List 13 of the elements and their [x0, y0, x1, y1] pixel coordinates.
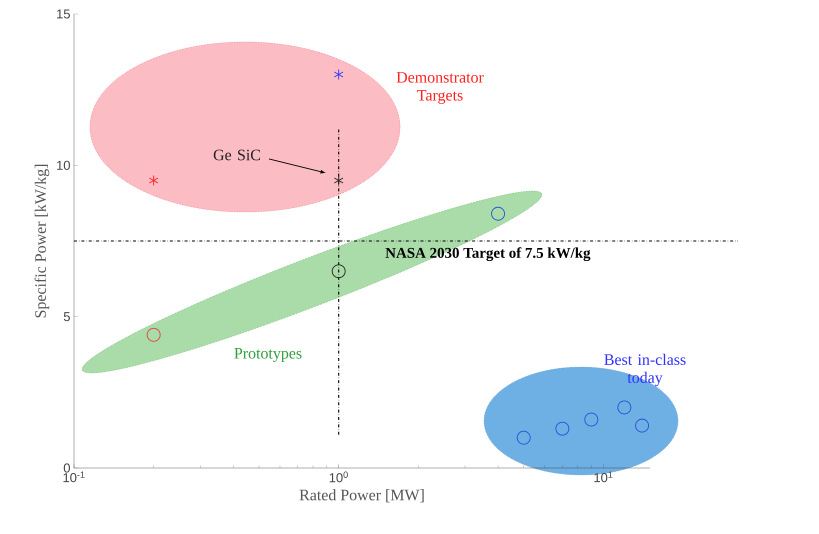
x-tick-label: 10$^{0}$ [330, 472, 348, 482]
ref-line-label: NASA 2030 Target of 7.5 kW/kg [385, 247, 590, 262]
x-tick-label: 10$^{-1}$ [64, 472, 85, 482]
y-tick-label: 0 [64, 463, 70, 473]
y-tick-label: 15 [57, 9, 70, 19]
annotation: Prototypes [234, 348, 302, 362]
annotation: Demonstrator Targets [396, 72, 484, 104]
annotation: Ge SiC [214, 150, 260, 160]
y-tick-label: 10 [57, 160, 70, 170]
x-tick-label: 10$^{1}$ [594, 472, 612, 482]
x-axis-title: Rated Power [MW] [300, 489, 424, 502]
y-tick-label: 5 [64, 312, 70, 322]
y-axis-title: Specific Power [kW/kg] [34, 164, 50, 318]
